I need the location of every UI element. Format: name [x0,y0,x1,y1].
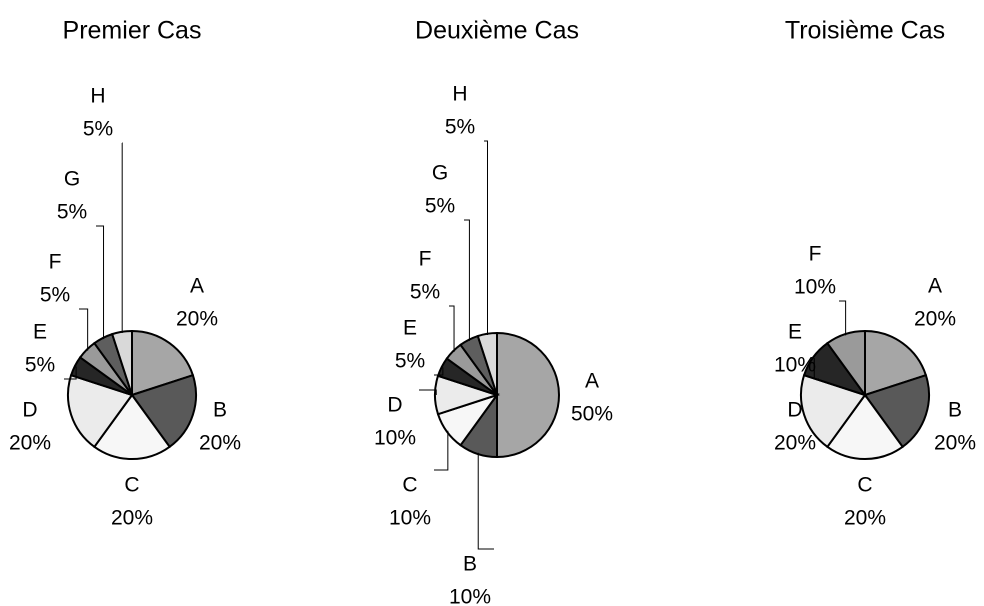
slice-label: H [90,85,105,108]
slice-value-label: 10% [774,354,816,377]
slice-label: A [928,275,942,298]
slice-label: F [809,243,822,266]
leader-line [813,358,819,380]
slice-value-label: 5% [445,116,475,139]
leader-line [434,430,449,471]
slice-label: A [190,275,204,298]
slice-label: D [787,399,802,422]
slice-label: G [64,168,80,191]
slice-value-label: 5% [395,350,425,373]
leader-line [434,367,444,376]
pie-slice [863,373,930,449]
slice-label: C [124,474,139,497]
pie-slice [496,331,560,459]
slice-label: D [22,399,37,422]
slice-label: D [387,394,402,417]
leader-line [64,366,77,380]
slice-label: E [33,321,47,344]
slice-value-label: 5% [57,201,87,224]
pie-slice [67,373,134,449]
slice-value-label: 5% [40,284,70,307]
slice-value-label: 20% [9,432,51,455]
slice-label: F [49,251,62,274]
slice-value-label: 10% [794,276,836,299]
slice-value-label: 20% [111,507,153,530]
slice-value-label: 5% [410,281,440,304]
slice-label: B [948,399,962,422]
slice-value-label: 20% [844,507,886,530]
slice-label: B [213,399,227,422]
slice-label: H [452,83,467,106]
slice-value-label: 5% [25,354,55,377]
pie-slice [825,393,905,460]
leader-line [484,140,488,335]
chart-title: Premier Cas [63,17,202,45]
leader-line [464,219,470,341]
slice-label: A [585,370,599,393]
slice-value-label: 10% [449,586,491,606]
pie-slice [864,329,928,397]
slice-label: E [403,317,417,340]
slice-label: B [463,553,477,576]
leader-line [449,305,455,353]
slice-value-label: 20% [774,432,816,455]
chart-title: Troisième Cas [785,17,945,45]
leader-line [477,452,494,550]
pie-slice [800,373,867,449]
slice-value-label: 50% [571,403,613,426]
slice-label: E [788,321,802,344]
slice-label: C [857,474,872,497]
leader-line [839,300,847,336]
slice-label: C [402,474,417,497]
slice-value-label: 10% [374,427,416,450]
chart-title: Deuxième Cas [415,17,579,45]
slice-value-label: 20% [934,432,976,455]
slice-label: G [432,162,448,185]
slice-value-label: 20% [176,308,218,331]
pie-slice [92,393,172,460]
pie-slice [130,373,197,449]
leader-line [419,389,437,395]
slice-value-label: 20% [914,308,956,331]
leader-line [79,308,89,351]
leader-line [96,225,105,340]
slice-value-label: 10% [389,507,431,530]
slice-value-label: 5% [425,195,455,218]
slice-value-label: 5% [83,118,113,141]
slice-label: F [419,248,432,271]
slice-value-label: 20% [199,432,241,455]
pie-slice [131,329,195,397]
